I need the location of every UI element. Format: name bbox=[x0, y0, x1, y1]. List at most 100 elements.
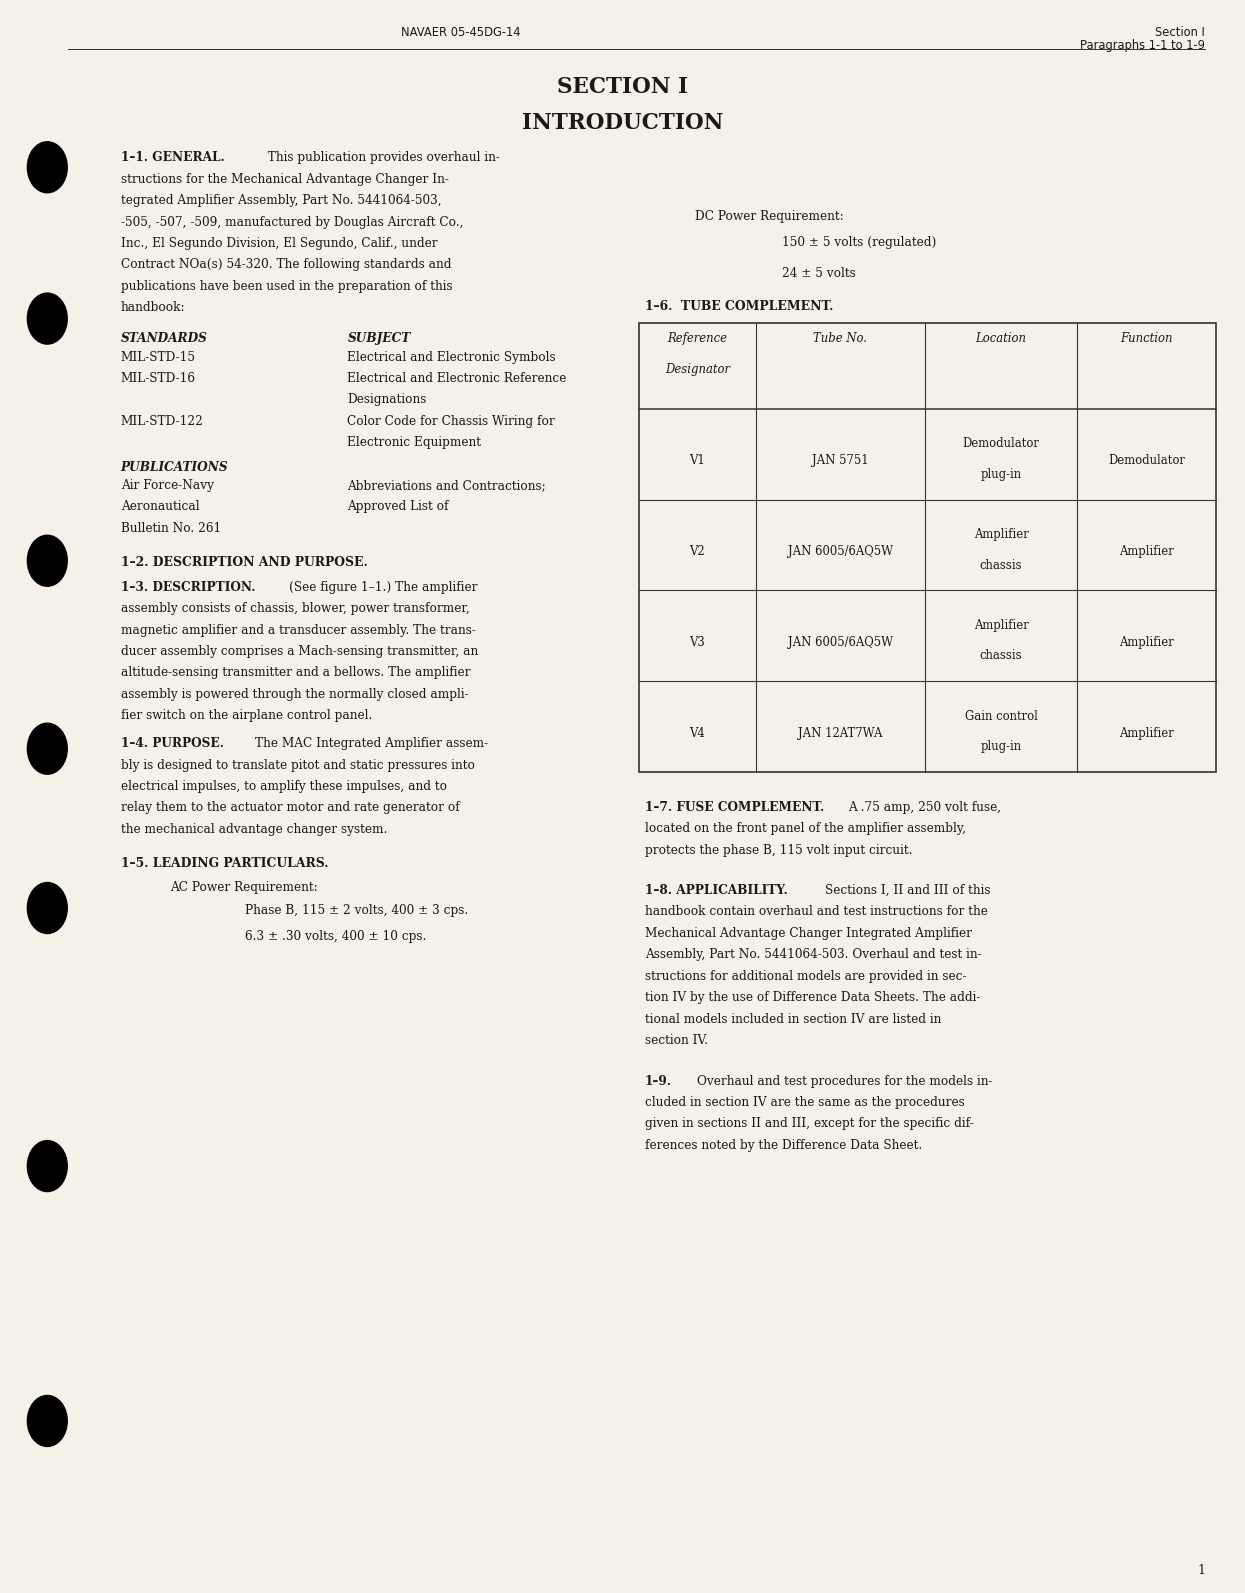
Text: Amplifier: Amplifier bbox=[974, 529, 1028, 542]
Text: The MAC Integrated Amplifier assem-: The MAC Integrated Amplifier assem- bbox=[255, 738, 488, 750]
Text: 1–9.: 1–9. bbox=[645, 1075, 672, 1088]
Text: INTRODUCTION: INTRODUCTION bbox=[522, 112, 723, 134]
Text: DC Power Requirement:: DC Power Requirement: bbox=[695, 210, 843, 223]
Text: electrical impulses, to amplify these impulses, and to: electrical impulses, to amplify these im… bbox=[121, 781, 447, 793]
Text: Inc., El Segundo Division, El Segundo, Calif., under: Inc., El Segundo Division, El Segundo, C… bbox=[121, 237, 437, 250]
Text: magnetic amplifier and a transducer assembly. The trans-: magnetic amplifier and a transducer asse… bbox=[121, 623, 476, 637]
Text: tional models included in section IV are listed in: tional models included in section IV are… bbox=[645, 1013, 941, 1026]
Text: Demodulator: Demodulator bbox=[962, 438, 1040, 451]
Text: V3: V3 bbox=[690, 636, 705, 648]
Text: located on the front panel of the amplifier assembly,: located on the front panel of the amplif… bbox=[645, 822, 966, 835]
Text: Paragraphs 1-1 to 1-9: Paragraphs 1-1 to 1-9 bbox=[1081, 38, 1205, 53]
Text: Amplifier: Amplifier bbox=[1119, 545, 1174, 558]
Text: MIL-STD-15: MIL-STD-15 bbox=[121, 350, 195, 363]
Text: 1–4. PURPOSE.: 1–4. PURPOSE. bbox=[121, 738, 224, 750]
Text: Tube No.: Tube No. bbox=[813, 333, 868, 346]
Text: JAN 6005/6AQ5W: JAN 6005/6AQ5W bbox=[788, 545, 893, 558]
Text: (See figure 1–1.) The amplifier: (See figure 1–1.) The amplifier bbox=[289, 581, 477, 594]
Text: Reference: Reference bbox=[667, 333, 727, 346]
Text: Aeronautical: Aeronautical bbox=[121, 500, 199, 513]
Text: 1–2. DESCRIPTION AND PURPOSE.: 1–2. DESCRIPTION AND PURPOSE. bbox=[121, 556, 367, 569]
Text: AC Power Requirement:: AC Power Requirement: bbox=[171, 881, 319, 894]
Text: ducer assembly comprises a Mach-sensing transmitter, an: ducer assembly comprises a Mach-sensing … bbox=[121, 645, 478, 658]
Text: structions for the Mechanical Advantage Changer In-: structions for the Mechanical Advantage … bbox=[121, 172, 448, 186]
Circle shape bbox=[27, 293, 67, 344]
Text: Gain control: Gain control bbox=[965, 710, 1037, 723]
Text: 1–6.  TUBE COMPLEMENT.: 1–6. TUBE COMPLEMENT. bbox=[645, 299, 833, 314]
Text: This publication provides overhaul in-: This publication provides overhaul in- bbox=[260, 151, 500, 164]
Text: assembly consists of chassis, blower, power transformer,: assembly consists of chassis, blower, po… bbox=[121, 602, 469, 615]
Text: NAVAER 05-45DG-14: NAVAER 05-45DG-14 bbox=[401, 25, 520, 40]
Text: section IV.: section IV. bbox=[645, 1034, 708, 1047]
Text: MIL-STD-122: MIL-STD-122 bbox=[121, 414, 204, 429]
Text: relay them to the actuator motor and rate generator of: relay them to the actuator motor and rat… bbox=[121, 801, 459, 814]
Text: SUBJECT: SUBJECT bbox=[347, 333, 411, 346]
Text: Overhaul and test procedures for the models in-: Overhaul and test procedures for the mod… bbox=[697, 1075, 992, 1088]
Text: chassis: chassis bbox=[980, 650, 1022, 663]
Circle shape bbox=[27, 1395, 67, 1446]
Text: assembly is powered through the normally closed ampli-: assembly is powered through the normally… bbox=[121, 688, 468, 701]
Text: plug-in: plug-in bbox=[980, 468, 1022, 481]
Text: plug-in: plug-in bbox=[980, 741, 1022, 753]
Text: given in sections II and III, except for the specific dif-: given in sections II and III, except for… bbox=[645, 1117, 974, 1131]
Text: 1–1. GENERAL.: 1–1. GENERAL. bbox=[121, 151, 224, 164]
Text: SECTION I: SECTION I bbox=[557, 76, 688, 99]
Text: the mechanical advantage changer system.: the mechanical advantage changer system. bbox=[121, 822, 387, 836]
Text: Mechanical Advantage Changer Integrated Amplifier: Mechanical Advantage Changer Integrated … bbox=[645, 927, 972, 940]
Text: Sections I, II and III of this: Sections I, II and III of this bbox=[825, 884, 991, 897]
Text: Contract NOa(s) 54-320. The following standards and: Contract NOa(s) 54-320. The following st… bbox=[121, 258, 451, 271]
Text: Location: Location bbox=[976, 333, 1026, 346]
Text: bly is designed to translate pitot and static pressures into: bly is designed to translate pitot and s… bbox=[121, 758, 474, 771]
Circle shape bbox=[27, 1141, 67, 1192]
Circle shape bbox=[27, 142, 67, 193]
Text: JAN 6005/6AQ5W: JAN 6005/6AQ5W bbox=[788, 636, 893, 648]
Text: 150 ± 5 volts (regulated): 150 ± 5 volts (regulated) bbox=[782, 236, 936, 249]
Circle shape bbox=[27, 723, 67, 774]
Text: Amplifier: Amplifier bbox=[1119, 726, 1174, 739]
Text: Section I: Section I bbox=[1155, 25, 1205, 40]
Text: Designations: Designations bbox=[347, 393, 427, 406]
Text: Bulletin No. 261: Bulletin No. 261 bbox=[121, 523, 222, 535]
Text: Electronic Equipment: Electronic Equipment bbox=[347, 436, 482, 449]
Text: V4: V4 bbox=[690, 726, 705, 739]
Text: A .75 amp, 250 volt fuse,: A .75 amp, 250 volt fuse, bbox=[848, 801, 1001, 814]
Text: Assembly, Part No. 5441064-503. Overhaul and test in-: Assembly, Part No. 5441064-503. Overhaul… bbox=[645, 948, 981, 961]
Circle shape bbox=[27, 535, 67, 586]
Text: V1: V1 bbox=[690, 454, 705, 467]
Bar bbox=[639, 323, 1216, 773]
Text: 1–5. LEADING PARTICULARS.: 1–5. LEADING PARTICULARS. bbox=[121, 857, 329, 870]
Text: tegrated Amplifier Assembly, Part No. 5441064-503,: tegrated Amplifier Assembly, Part No. 54… bbox=[121, 194, 442, 207]
Text: JAN 5751: JAN 5751 bbox=[812, 454, 869, 467]
Text: publications have been used in the preparation of this: publications have been used in the prepa… bbox=[121, 280, 452, 293]
Text: JAN 12AT7WA: JAN 12AT7WA bbox=[798, 726, 883, 739]
Text: Amplifier: Amplifier bbox=[974, 620, 1028, 632]
Text: 1: 1 bbox=[1198, 1564, 1205, 1577]
Text: Designator: Designator bbox=[665, 363, 730, 376]
Text: STANDARDS: STANDARDS bbox=[121, 333, 208, 346]
Text: fier switch on the airplane control panel.: fier switch on the airplane control pane… bbox=[121, 709, 372, 722]
Text: -505, -507, -509, manufactured by Douglas Aircraft Co.,: -505, -507, -509, manufactured by Dougla… bbox=[121, 215, 463, 229]
Text: handbook contain overhaul and test instructions for the: handbook contain overhaul and test instr… bbox=[645, 905, 987, 919]
Text: Air Force-Navy: Air Force-Navy bbox=[121, 479, 214, 492]
Text: protects the phase B, 115 volt input circuit.: protects the phase B, 115 volt input cir… bbox=[645, 844, 913, 857]
Text: 6.3 ± .30 volts, 400 ± 10 cps.: 6.3 ± .30 volts, 400 ± 10 cps. bbox=[245, 930, 427, 943]
Text: 1–8. APPLICABILITY.: 1–8. APPLICABILITY. bbox=[645, 884, 788, 897]
Circle shape bbox=[27, 883, 67, 933]
Text: Amplifier: Amplifier bbox=[1119, 636, 1174, 648]
Text: V2: V2 bbox=[690, 545, 705, 558]
Text: Abbreviations and Contractions;: Abbreviations and Contractions; bbox=[347, 479, 547, 492]
Text: handbook:: handbook: bbox=[121, 301, 186, 314]
Text: Color Code for Chassis Wiring for: Color Code for Chassis Wiring for bbox=[347, 414, 555, 429]
Text: 1–3. DESCRIPTION.: 1–3. DESCRIPTION. bbox=[121, 581, 255, 594]
Text: Phase B, 115 ± 2 volts, 400 ± 3 cps.: Phase B, 115 ± 2 volts, 400 ± 3 cps. bbox=[245, 905, 468, 918]
Text: altitude-sensing transmitter and a bellows. The amplifier: altitude-sensing transmitter and a bello… bbox=[121, 666, 471, 680]
Text: PUBLICATIONS: PUBLICATIONS bbox=[121, 460, 228, 473]
Text: MIL-STD-16: MIL-STD-16 bbox=[121, 371, 195, 386]
Text: chassis: chassis bbox=[980, 559, 1022, 572]
Text: Approved List of: Approved List of bbox=[347, 500, 449, 513]
Text: tion IV by the use of Difference Data Sheets. The addi-: tion IV by the use of Difference Data Sh… bbox=[645, 991, 980, 1004]
Text: 1–7. FUSE COMPLEMENT.: 1–7. FUSE COMPLEMENT. bbox=[645, 801, 824, 814]
Text: 24 ± 5 volts: 24 ± 5 volts bbox=[782, 268, 855, 280]
Text: cluded in section IV are the same as the procedures: cluded in section IV are the same as the… bbox=[645, 1096, 965, 1109]
Text: Function: Function bbox=[1120, 333, 1173, 346]
